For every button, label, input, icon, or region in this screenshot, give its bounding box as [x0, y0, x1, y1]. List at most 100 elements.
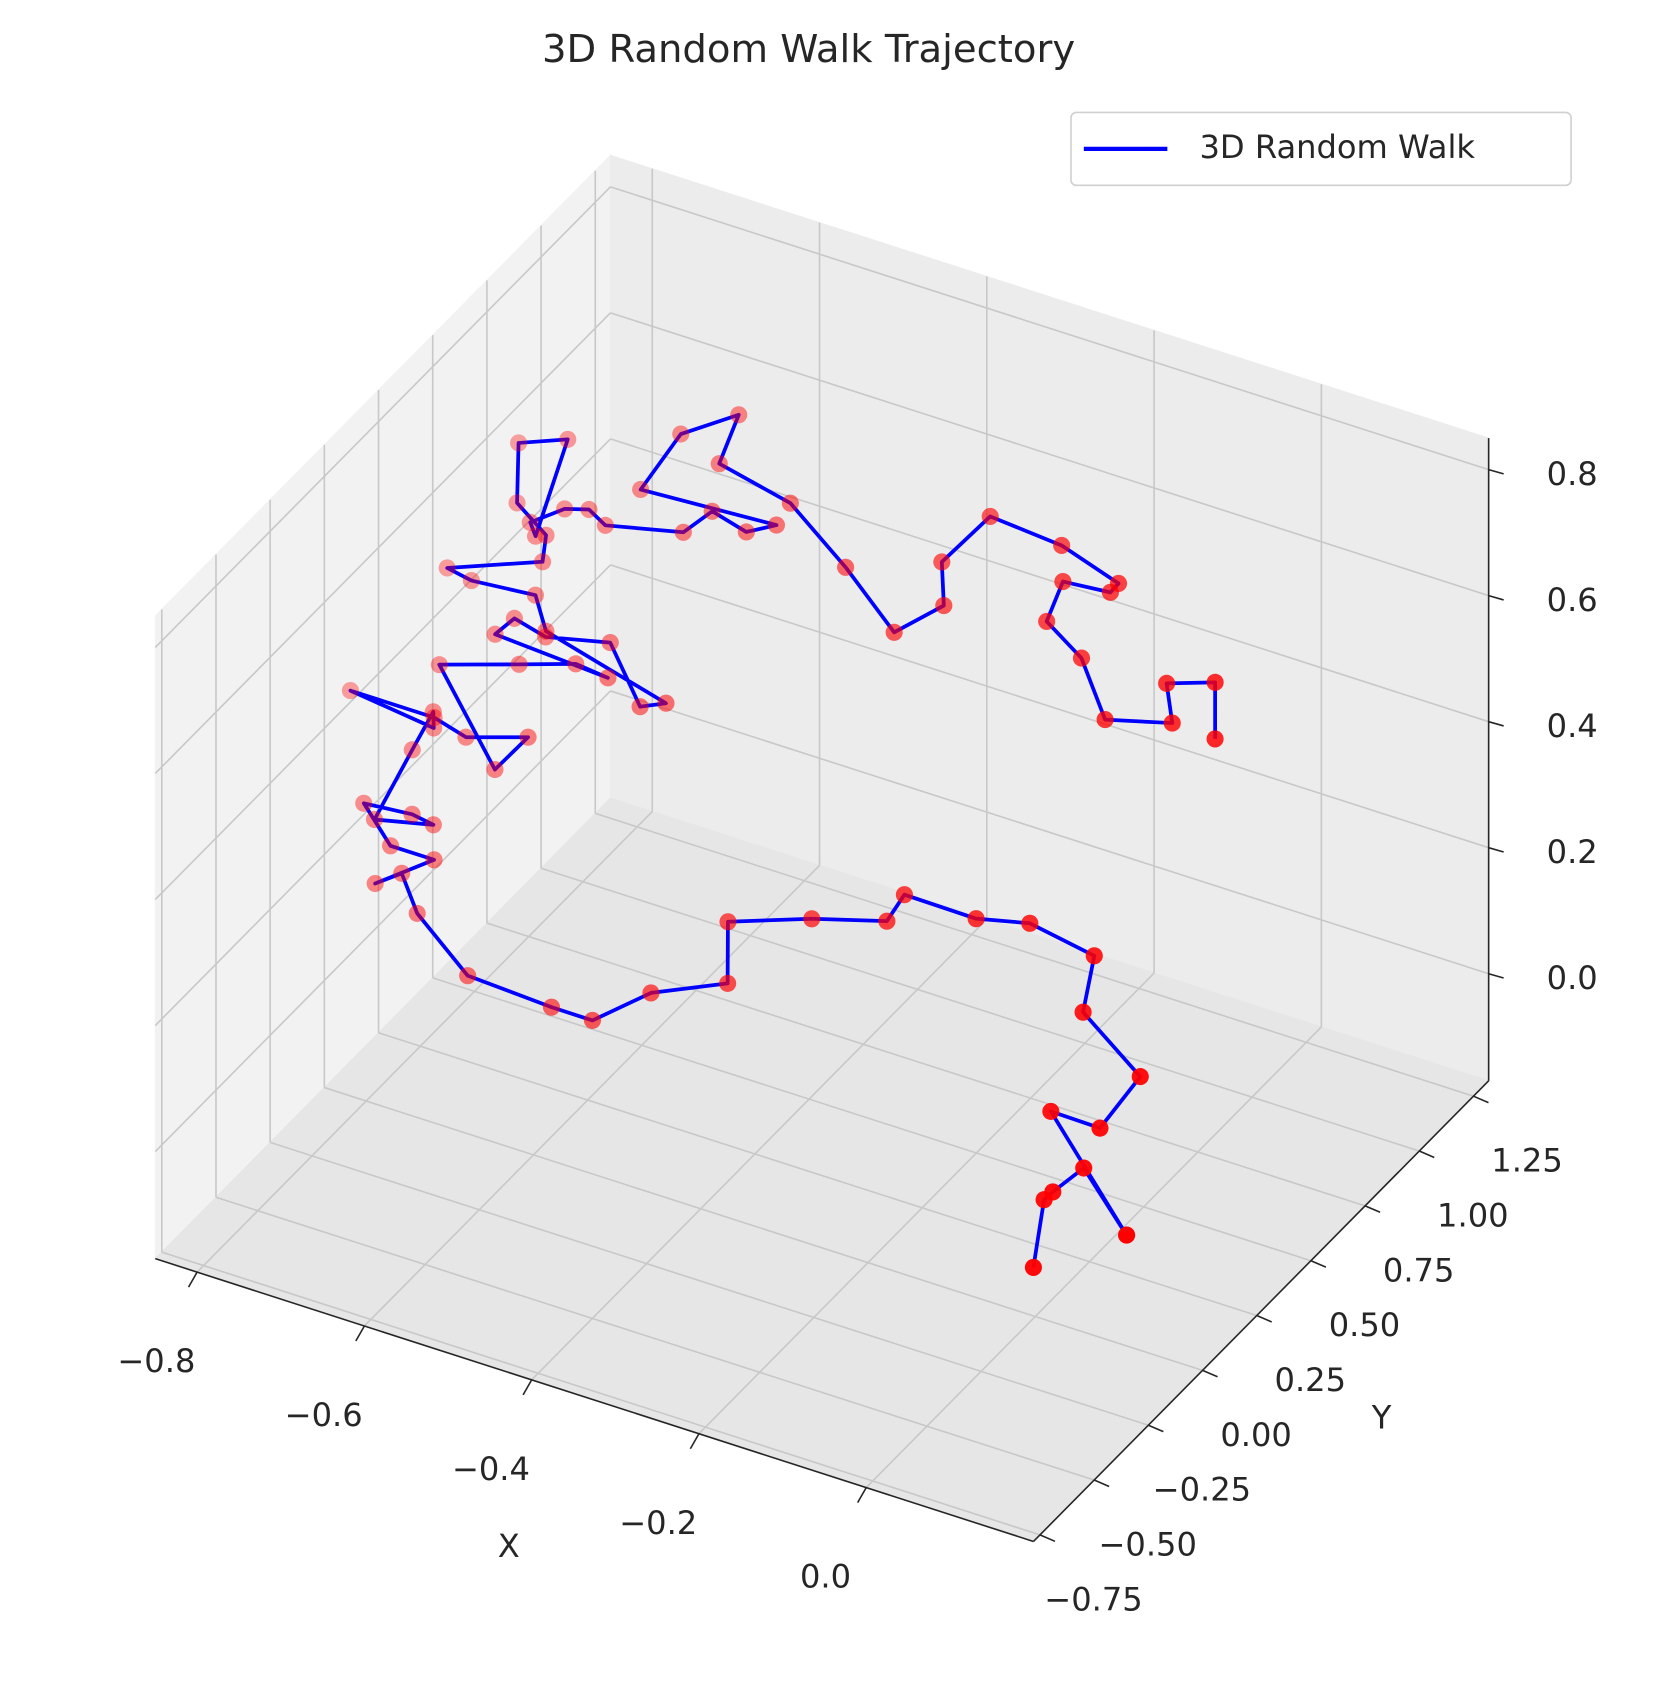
grid-line: [610, 564, 1489, 849]
grid-line: [610, 312, 1489, 597]
walk-point: [781, 494, 799, 512]
walk-point: [534, 553, 552, 571]
z-tick-label: 0.8: [1547, 455, 1598, 493]
walk-point: [1053, 536, 1071, 555]
walk-point: [381, 837, 400, 855]
walk-point: [583, 1011, 602, 1029]
walk-point: [674, 523, 692, 541]
walk-point: [803, 910, 821, 928]
tick-mark: [1418, 1150, 1435, 1159]
tick-mark: [1256, 1314, 1273, 1323]
walk-point: [631, 698, 649, 716]
walk-point: [632, 480, 650, 499]
walk-point: [425, 851, 443, 869]
walk-point: [510, 655, 528, 673]
walk-point: [1021, 914, 1039, 932]
y-tick-label: 0.25: [1275, 1361, 1347, 1399]
walk-point: [537, 628, 555, 646]
tick-mark: [1473, 1095, 1489, 1104]
walk-point: [1091, 1119, 1109, 1137]
walk-point: [719, 974, 737, 992]
walk-point: [425, 719, 443, 737]
grid-line: [196, 810, 653, 1273]
walk-point: [1054, 573, 1072, 591]
grid-line: [154, 564, 612, 1027]
walk-point: [596, 516, 614, 534]
z-tick-label: 0.0: [1547, 959, 1598, 997]
y-tick-label: 0.75: [1383, 1251, 1455, 1289]
walk-point: [935, 597, 953, 615]
tick-mark: [522, 1379, 533, 1396]
grid-line: [154, 312, 612, 775]
x-tick-label: 0.0: [800, 1558, 851, 1596]
walk-point: [505, 609, 523, 627]
grid-line: [865, 1026, 1322, 1489]
x-tick-label: −0.4: [452, 1450, 530, 1488]
z-tick-label: 0.6: [1547, 581, 1598, 619]
walk-point: [486, 625, 504, 643]
chart-title: 3D Random Walk Trajectory: [542, 27, 1075, 72]
walk-point: [657, 694, 675, 712]
walk-point: [542, 998, 561, 1016]
walk-point: [1024, 1258, 1042, 1277]
walk-point: [1206, 673, 1224, 691]
tick-mark: [1202, 1369, 1218, 1378]
x-axis: [155, 1257, 1034, 1543]
walk-point: [393, 864, 411, 882]
walk-point: [457, 728, 475, 746]
walk-point: [519, 728, 537, 746]
walk-point: [365, 810, 384, 829]
walk-point: [403, 741, 421, 759]
walk-point: [486, 760, 504, 779]
tick-mark: [856, 1487, 867, 1503]
walk-point: [599, 669, 617, 687]
tick-mark: [689, 1433, 700, 1450]
legend-box: [1070, 111, 1572, 187]
walk-point: [424, 816, 442, 834]
walk-point: [967, 910, 985, 928]
walk-point: [710, 455, 728, 473]
walk-point: [1158, 674, 1176, 692]
x-axis-label: X: [498, 1527, 520, 1565]
walk-point: [537, 622, 555, 640]
grid-line: [215, 1196, 1095, 1481]
z-tick-label: 0.4: [1547, 707, 1598, 745]
walk-point: [462, 572, 480, 590]
walk-point: [521, 513, 539, 531]
grid-line: [324, 1086, 1203, 1372]
walk-point: [1085, 947, 1103, 965]
walk-point: [510, 434, 528, 452]
walk-point: [526, 586, 545, 604]
walk-point: [556, 500, 574, 518]
walk-point: [981, 507, 999, 525]
walk-point: [424, 703, 442, 721]
y-tick-label: 0.00: [1220, 1416, 1292, 1454]
grid-line: [269, 1141, 1149, 1426]
tick-mark: [1148, 1424, 1164, 1433]
x-tick-label: −0.6: [285, 1396, 363, 1434]
walk-point: [1038, 612, 1056, 631]
walk-point: [837, 558, 855, 576]
legend-label: 3D Random Walk: [1199, 128, 1475, 166]
walk-point: [1131, 1068, 1149, 1086]
walk-point: [567, 655, 585, 673]
grid-line: [378, 1031, 1257, 1317]
walk-point: [408, 904, 426, 922]
walk-point: [1096, 711, 1114, 729]
grid-line: [531, 918, 988, 1381]
walk-point: [526, 527, 545, 545]
walk-point: [1072, 649, 1091, 667]
trajectory-line: [348, 412, 1217, 1268]
walk-point: [1101, 583, 1119, 601]
y-tick-label: −0.75: [1044, 1580, 1142, 1618]
tick-mark: [1488, 972, 1504, 979]
walk-point: [642, 984, 660, 1002]
tick-mark: [1488, 846, 1504, 853]
walk-point: [438, 559, 456, 577]
walk-point: [1206, 730, 1224, 748]
y-tick-label: 0.50: [1329, 1306, 1401, 1344]
walk-point: [559, 430, 577, 448]
walk-point: [355, 794, 373, 812]
y-tick-label: 1.25: [1491, 1142, 1563, 1180]
